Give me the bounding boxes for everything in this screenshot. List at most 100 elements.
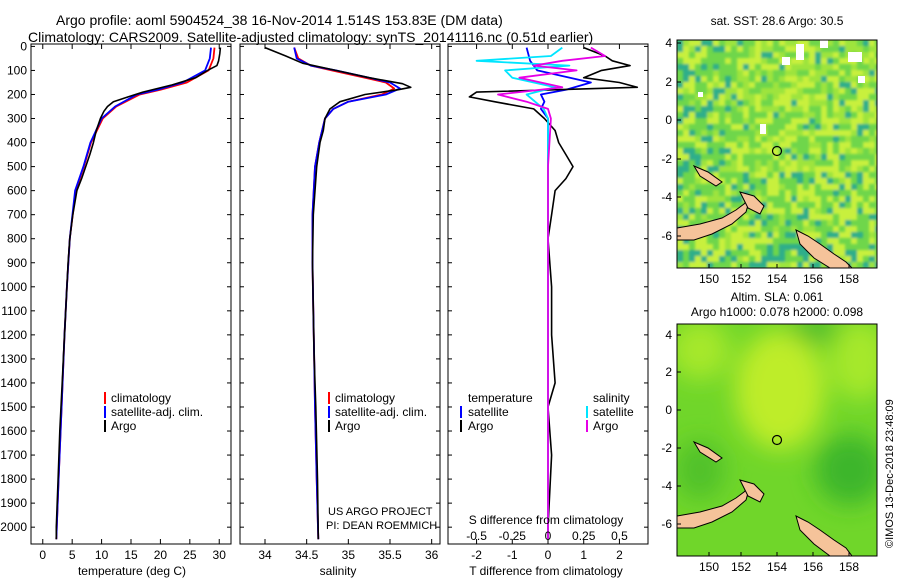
x-tick-label: 36 (425, 548, 439, 562)
sst-cell (785, 262, 791, 268)
sst-cell (791, 226, 797, 232)
legend-label-sal-argo: Argo (593, 419, 619, 433)
sst-cell (809, 142, 815, 148)
sst-cell (809, 46, 815, 52)
sst-cell (797, 250, 803, 256)
sst-cell (857, 232, 863, 238)
map-lon-label: 154 (767, 560, 787, 574)
sst-cell (839, 58, 845, 64)
new-britain-island (739, 479, 765, 503)
sst-cell (689, 100, 695, 106)
sst-cell (803, 46, 809, 52)
sst-cell (779, 76, 785, 82)
sst-cell (827, 142, 833, 148)
sst-cell (851, 70, 857, 76)
sst-cell (731, 178, 737, 184)
sst-cell (839, 70, 845, 76)
sst-cell (755, 172, 761, 178)
sst-cell (851, 232, 857, 238)
map-lon-label: 150 (699, 560, 719, 574)
sst-cell (755, 118, 761, 124)
sst-cell (677, 166, 683, 172)
sst-cell (683, 46, 689, 52)
sst-cell (677, 256, 683, 262)
sst-cell (755, 136, 761, 142)
sst-cell (863, 106, 869, 112)
sst-cell (725, 154, 731, 160)
sst-cell (689, 82, 695, 88)
sst-cell (683, 214, 689, 220)
sst-cell (707, 40, 713, 46)
sla-map-subtitle: Argo h1000: 0.078 h2000: 0.098 (691, 305, 863, 319)
sst-cell (839, 130, 845, 136)
sst-cell (767, 70, 773, 76)
sst-cell (749, 64, 755, 70)
sst-cell (713, 136, 719, 142)
sst-cell (683, 40, 689, 46)
sst-cell (815, 202, 821, 208)
sst-cell (791, 172, 797, 178)
sst-cell (725, 46, 731, 52)
sst-cell (731, 262, 737, 268)
sst-cell (785, 94, 791, 100)
sst-cell (833, 250, 839, 256)
sst-cell (863, 112, 869, 118)
sst-cell (701, 202, 707, 208)
sst-cell (791, 154, 797, 160)
sst-cell (785, 106, 791, 112)
sst-cell (809, 160, 815, 166)
sst-cell (797, 118, 803, 124)
sst-cell (689, 136, 695, 142)
sst-cell (767, 262, 773, 268)
sst-cell (695, 190, 701, 196)
sst-cell (683, 70, 689, 76)
sst-cell (797, 172, 803, 178)
sst-cell (803, 220, 809, 226)
sst-cell (677, 214, 683, 220)
sst-cell (869, 52, 875, 58)
new-ireland-island (692, 164, 723, 187)
sst-cell (791, 160, 797, 166)
sst-cell (713, 70, 719, 76)
sst-land (677, 164, 853, 268)
sst-cell (701, 112, 707, 118)
sst-cell (839, 214, 845, 220)
sst-cell (761, 166, 767, 172)
sst-cell (821, 100, 827, 106)
sst-cell (785, 76, 791, 82)
x-tick-label: 34 (258, 548, 272, 562)
sst-cell (869, 226, 875, 232)
sst-cell (791, 208, 797, 214)
sst-cell (809, 232, 815, 238)
sst-cell (779, 94, 785, 100)
sst-cell (761, 202, 767, 208)
sst-cell (701, 148, 707, 154)
sst-cell (701, 238, 707, 244)
sst-cell (875, 214, 877, 220)
sst-cell (689, 208, 695, 214)
sst-cell (701, 256, 707, 262)
sst-cell (677, 124, 683, 130)
sst-cell (749, 238, 755, 244)
sst-cell (815, 130, 821, 136)
sst-cell (833, 118, 839, 124)
sst-cell (767, 244, 773, 250)
sst-cell (749, 46, 755, 52)
sst-cell (863, 100, 869, 106)
sst-cell (833, 238, 839, 244)
sst-cell (809, 178, 815, 184)
sst-cell (875, 112, 877, 118)
depth-tick-label: 1100 (1, 304, 27, 318)
sst-cell (779, 208, 785, 214)
sst-cell (845, 148, 851, 154)
sst-cell (863, 184, 869, 190)
sst-cell (749, 244, 755, 250)
sst-cell (707, 196, 713, 202)
sst-cell (701, 166, 707, 172)
sla-land (677, 440, 853, 556)
sst-cell (791, 46, 797, 52)
depth-tick-label: 300 (7, 112, 27, 126)
sst-cell (707, 136, 713, 142)
sst-cell (737, 256, 743, 262)
sst-cell (707, 262, 713, 268)
